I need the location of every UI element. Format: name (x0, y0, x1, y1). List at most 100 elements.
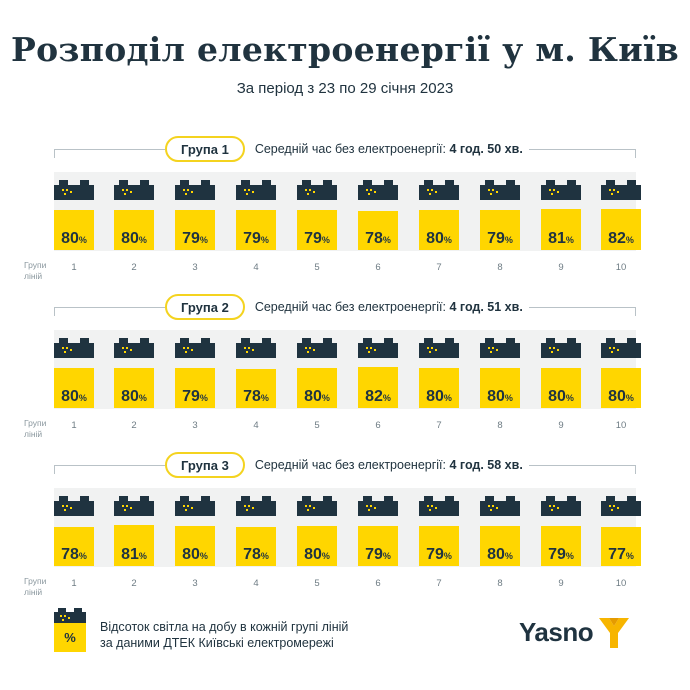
battery-top-icon (114, 180, 154, 200)
battery-fill (419, 368, 459, 408)
percent-sign: % (625, 393, 634, 403)
battery-fill (297, 368, 337, 408)
battery-percent: 78% (236, 546, 276, 564)
percent-value: 78 (243, 388, 261, 405)
battery-indicator: 79% (358, 496, 398, 566)
axis-title: Групи ліній (24, 576, 46, 598)
line-number-label: 4 (253, 262, 259, 273)
percent-sign: % (260, 551, 269, 561)
battery-fill (297, 210, 337, 250)
battery-percent: 79% (541, 546, 581, 564)
legend-line-2: за даними ДТЕК Київські електромережі (100, 636, 334, 650)
line-number-label: 3 (192, 262, 198, 273)
percent-value: 80 (121, 230, 139, 247)
line-number-label: 10 (615, 262, 627, 273)
battery-indicator: 80% (601, 338, 641, 408)
percent-value: 81 (548, 230, 566, 247)
battery-percent: 78% (54, 546, 94, 564)
line-number-label: 9 (558, 262, 564, 273)
battery-top-icon (480, 180, 520, 200)
battery-indicator: 80% (480, 496, 520, 566)
percent-sign: % (78, 235, 87, 245)
group-label-pill: Група 1 (165, 136, 245, 162)
battery-top-icon (541, 338, 581, 358)
line-number-label: 7 (436, 262, 442, 273)
battery-top-icon (541, 496, 581, 516)
line-number-label: 6 (375, 262, 381, 273)
battery-fill (541, 526, 581, 566)
percent-sign: % (199, 551, 208, 561)
battery-top-icon (480, 338, 520, 358)
battery-percent: 80% (601, 388, 641, 406)
page-subtitle: За період з 23 по 29 січня 2023 (236, 80, 454, 97)
line-number-label: 5 (314, 578, 320, 589)
battery-fill (236, 527, 276, 566)
battery-top-icon (419, 180, 459, 200)
battery-indicator: 80% (114, 338, 154, 408)
percent-value: 80 (121, 388, 139, 405)
percent-value: 82 (608, 230, 626, 247)
battery-indicator: 80% (541, 338, 581, 408)
battery-percent: 80% (480, 388, 520, 406)
axis-title-line-1: Групи (24, 260, 47, 270)
percent-value: 79 (182, 230, 200, 247)
line-number-label: 5 (314, 420, 320, 431)
percent-sign: % (78, 393, 87, 403)
battery-percent: 80% (54, 230, 94, 248)
bracket-tick-right (635, 307, 636, 316)
percent-sign: % (504, 235, 513, 245)
percent-sign: % (565, 393, 574, 403)
battery-indicator: 78% (236, 496, 276, 566)
battery-percent: 80% (54, 388, 94, 406)
bracket-tick-right (635, 149, 636, 158)
battery-indicator: 80% (480, 338, 520, 408)
battery-top-icon (54, 180, 94, 200)
battery-fill (480, 210, 520, 250)
percent-value: 79 (426, 546, 444, 563)
battery-indicator: 80% (419, 180, 459, 250)
battery-fill (54, 368, 94, 408)
bracket-tick-left (54, 149, 55, 158)
line-number-label: 9 (558, 578, 564, 589)
battery-percent: 80% (175, 546, 215, 564)
percent-value: 80 (548, 388, 566, 405)
battery-percent: 80% (297, 546, 337, 564)
percent-value: 78 (61, 546, 79, 563)
percent-sign: % (565, 235, 574, 245)
battery-indicator: 78% (358, 180, 398, 250)
battery-indicator: 79% (541, 496, 581, 566)
battery-top-icon (54, 496, 94, 516)
axis-title-line-2: ліній (24, 587, 43, 597)
percent-sign: % (625, 235, 634, 245)
percent-sign: % (625, 551, 634, 561)
bracket-tick-right (635, 465, 636, 474)
line-number-label: 8 (497, 262, 503, 273)
battery-percent: 79% (358, 546, 398, 564)
battery-top-icon (175, 496, 215, 516)
percent-sign: % (565, 551, 574, 561)
percent-value: 78 (243, 546, 261, 563)
battery-top-icon (236, 496, 276, 516)
line-number-label: 7 (436, 578, 442, 589)
bracket-tick-left (54, 465, 55, 474)
percent-value: 80 (487, 546, 505, 563)
battery-percent: 80% (480, 546, 520, 564)
battery-fill (236, 210, 276, 250)
percent-sign: % (138, 393, 147, 403)
line-number-label: 2 (131, 420, 137, 431)
percent-value: 79 (365, 546, 383, 563)
percent-value: 80 (608, 388, 626, 405)
battery-percent: 80% (114, 230, 154, 248)
yasno-y-logo-icon (599, 618, 630, 648)
battery-percent: 79% (175, 388, 215, 406)
battery-fill (601, 209, 641, 250)
line-number-label: 10 (615, 578, 627, 589)
line-number-label: 6 (375, 420, 381, 431)
battery-fill (236, 369, 276, 408)
page-title: Розподіл електроенергії у м. Київ (10, 30, 680, 69)
battery-indicator: 80% (54, 338, 94, 408)
battery-percent: 79% (175, 230, 215, 248)
battery-indicator: 79% (175, 338, 215, 408)
battery-fill (54, 210, 94, 250)
percent-sign: % (382, 551, 391, 561)
